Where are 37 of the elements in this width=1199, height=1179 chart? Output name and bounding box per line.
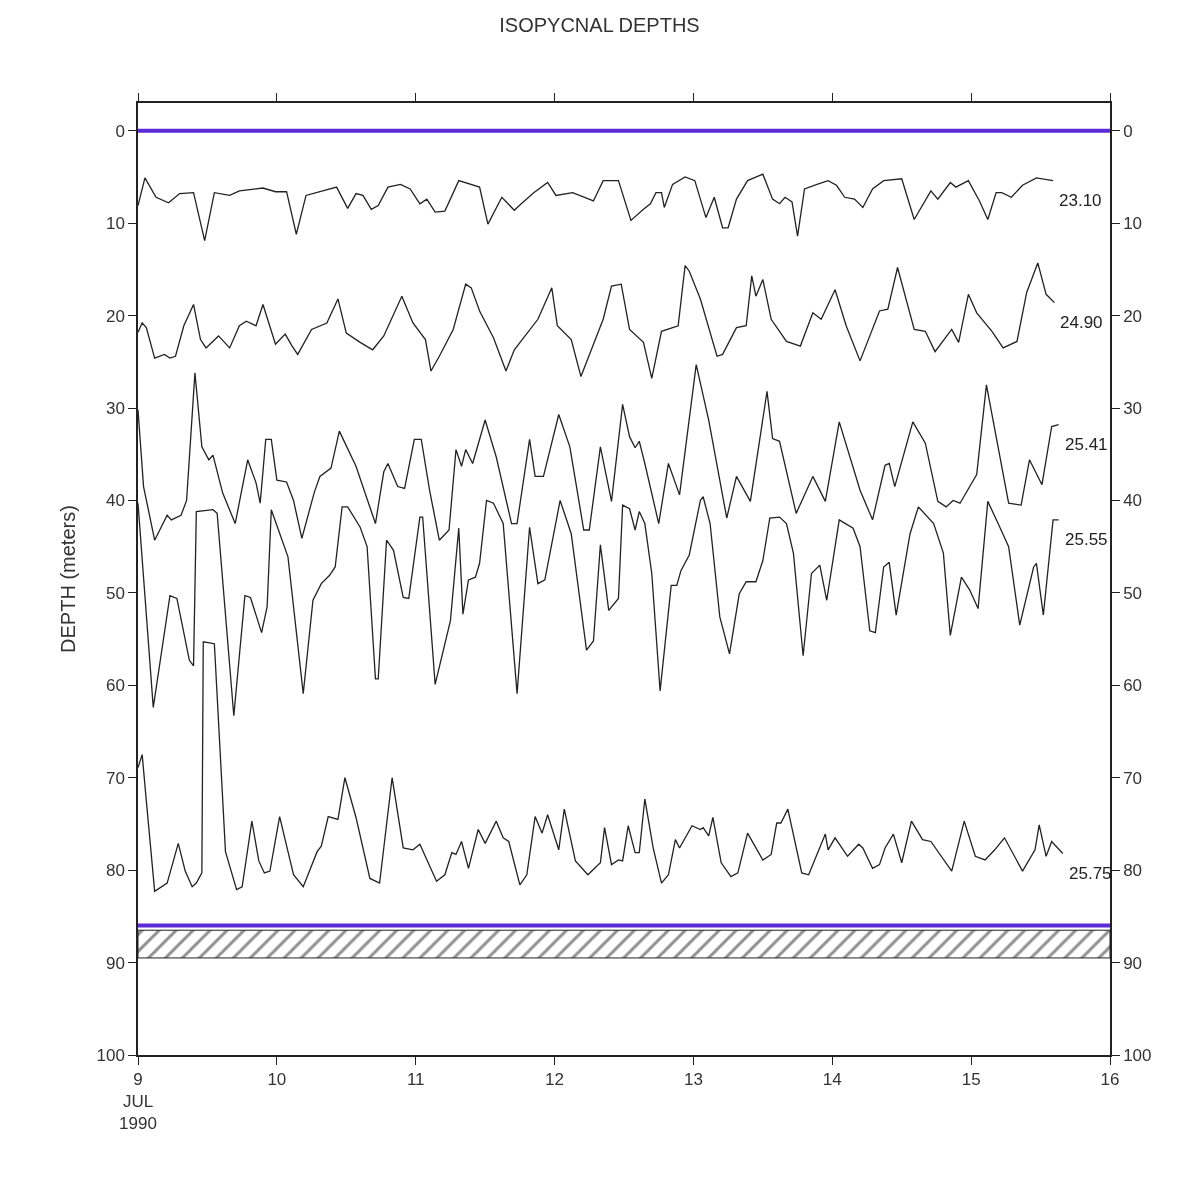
x-tick-label: 14 — [822, 1070, 842, 1090]
series-label: 25.55 — [1065, 530, 1108, 549]
y-tick-label: 60 — [105, 676, 125, 696]
y-tick-label: 70 — [105, 768, 125, 788]
series-label: 25.75 — [1069, 864, 1112, 883]
x-tick-label: 9 JUL 1990 — [119, 1070, 157, 1134]
y-tick-label: 50 — [105, 583, 125, 603]
y2-tick-label: 20 — [1123, 306, 1143, 326]
series-label: 23.10 — [1059, 191, 1102, 210]
series-label: 24.90 — [1060, 313, 1103, 332]
y2-tick-label: 50 — [1123, 583, 1143, 603]
y2-tick-label: 100 — [1123, 1045, 1152, 1065]
y2-tick-label: 60 — [1123, 676, 1143, 696]
x-tick-label: 16 — [1100, 1070, 1120, 1090]
y2-tick-label: 70 — [1123, 768, 1143, 788]
y-tick-label: 10 — [105, 214, 125, 234]
y2-tick-label: 30 — [1123, 398, 1143, 418]
y-tick-label: 100 — [96, 1045, 125, 1065]
y-tick-label: 20 — [105, 306, 125, 326]
y2-tick-label: 0 — [1123, 121, 1133, 141]
series-label: 25.41 — [1065, 435, 1108, 454]
x-tick-label: 11 — [406, 1070, 425, 1090]
x-tick-label: 10 — [267, 1070, 287, 1090]
y2-tick-label: 90 — [1123, 953, 1143, 973]
y-axis-title: DEPTH (meters) — [57, 505, 80, 653]
x-tick-label: 13 — [683, 1070, 703, 1090]
y-tick-label: 30 — [105, 398, 125, 418]
x-tick-label: 12 — [545, 1070, 565, 1090]
y-tick-label: 80 — [105, 861, 125, 881]
y-tick-label: 40 — [105, 491, 125, 511]
y2-tick-label: 40 — [1123, 491, 1143, 511]
y-tick-label: 90 — [105, 953, 125, 973]
y2-tick-label: 10 — [1123, 214, 1143, 234]
y-tick-label: 0 — [115, 121, 125, 141]
x-tick-label: 15 — [961, 1070, 981, 1090]
chart-title: ISOPYCNAL DEPTHS — [499, 13, 700, 36]
y2-tick-label: 80 — [1123, 861, 1143, 881]
